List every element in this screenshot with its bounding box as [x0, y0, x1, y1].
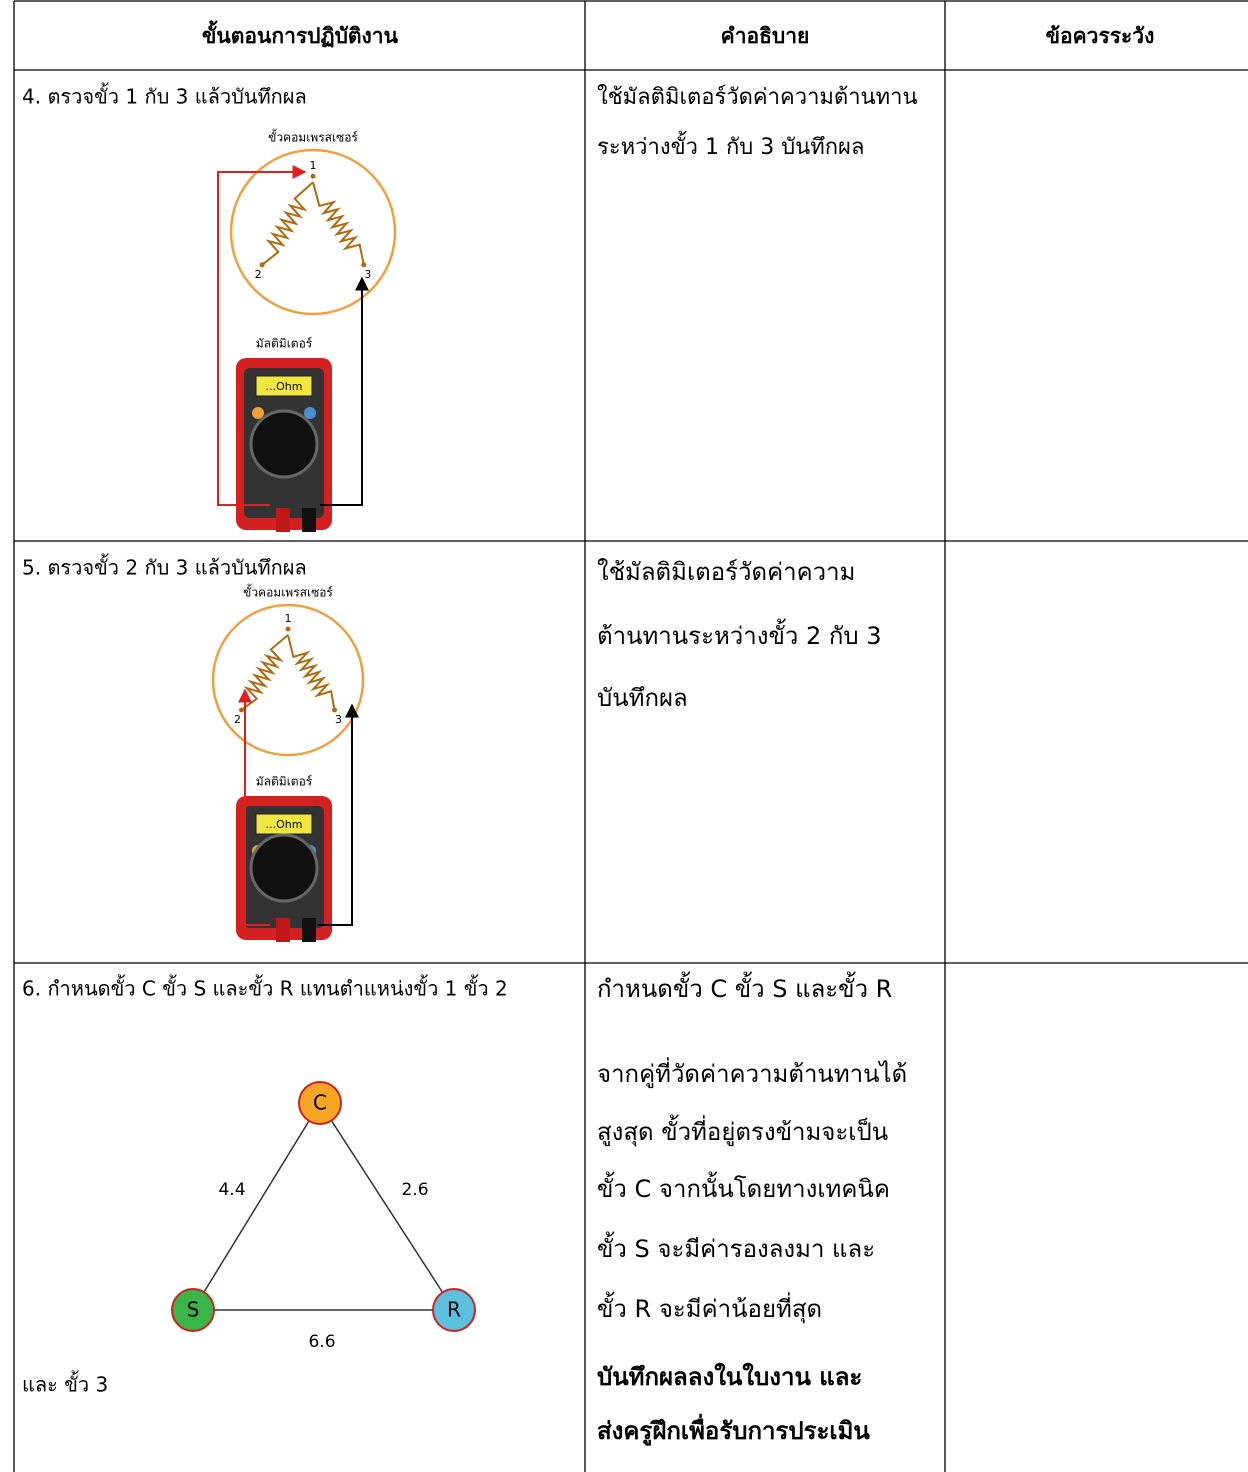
header-cell: ขั้นตอนการปฏิบัติงาน: [202, 20, 399, 48]
terminal-label: 2: [234, 713, 241, 726]
black-lead: [318, 703, 359, 926]
terminal-dot: [310, 173, 316, 179]
description-line: สูงสุด ขั้วที่อยู่ตรงข้ามจะเป็น: [597, 1114, 888, 1147]
description-line: ขั้ว C จากนั้นโดยทางเทคนิค: [597, 1171, 890, 1203]
terminal-node-label: C: [313, 1091, 327, 1115]
coil: [240, 634, 289, 711]
multimeter-screen: [255, 375, 313, 397]
coil: [287, 634, 336, 711]
triangle-edge: [319, 1102, 455, 1311]
multimeter-button: [252, 407, 264, 419]
step-text: และ ขั้ว 3: [22, 1371, 108, 1397]
terminal-label: 2: [255, 268, 262, 281]
probe-jack: [302, 508, 316, 532]
probe-jack: [302, 918, 316, 942]
meter-label: มัลติมิเตอร์: [256, 775, 313, 789]
description-line: กำหนดขั้ว C ขั้ว S และขั้ว R: [597, 971, 892, 1003]
description-line: ต้านทานระหว่างขั้ว 2 กับ 3: [597, 618, 882, 650]
terminal-dot: [332, 707, 337, 713]
terminal-label: 1: [285, 612, 292, 625]
terminal-dot: [259, 262, 265, 268]
terminal-dot: [361, 262, 367, 268]
terminal-node: [432, 1288, 476, 1332]
header-cell: ข้อควรระวัง: [1046, 24, 1155, 48]
multimeter-dial: [249, 833, 319, 903]
resistance-label: 6.6: [308, 1332, 335, 1352]
terminal-dot: [239, 707, 244, 713]
black-lead: [320, 276, 369, 506]
figure-caption: ขั้วคอมเพรสเซอร์: [243, 584, 333, 600]
description-line: ระหว่างขั้ว 1 กับ 3 บันทึกผล: [597, 131, 864, 160]
terminal-label: 1: [310, 159, 317, 172]
terminal-node: [298, 1081, 342, 1125]
table-rules: [13, 0, 1248, 1472]
terminal-node-label: S: [187, 1298, 200, 1322]
terminal-label: 3: [364, 268, 371, 281]
multimeter-button: [304, 407, 316, 419]
description-line: ขั้ว S จะมีค่ารองลงมา และ: [597, 1231, 875, 1263]
terminal-node: [171, 1288, 215, 1332]
description-line: จากคู่ที่วัดค่าความต้านทานได้: [597, 1057, 907, 1089]
terminal-label: 3: [335, 713, 342, 726]
description-line: ส่งครูฝึกเพื่อรับการประเมิน: [597, 1413, 870, 1446]
resistance-label: 2.6: [401, 1180, 428, 1200]
step-text: 4. ตรวจขั้ว 1 กับ 3 แล้วบันทึกผล: [22, 83, 307, 109]
multimeter-dial: [249, 409, 319, 479]
terminal-node-label: R: [447, 1298, 461, 1322]
description-line: ใช้มัลติมิเตอร์วัดค่าความ: [597, 558, 855, 586]
meter-display: ...Ohm: [266, 818, 303, 831]
triangle-edge: [192, 1102, 321, 1311]
figure-caption: ขั้วคอมเพรสเซอร์: [268, 129, 358, 145]
meter-label: มัลติมิเตอร์: [256, 337, 313, 351]
description-line: ใช้มัลติมิเตอร์วัดค่าความต้านทาน: [597, 84, 918, 110]
red-lead: [238, 688, 270, 926]
step-text: 6. กำหนดขั้ว C ขั้ว S และขั้ว R แทนตำแหน…: [22, 975, 508, 1001]
red-lead: [217, 165, 307, 506]
description-line: บันทึกผลลงในใบงาน และ: [597, 1362, 862, 1391]
probe-jack: [276, 508, 290, 532]
compressor-outline: [211, 603, 365, 757]
meter-display: ...Ohm: [266, 380, 303, 393]
description-line: บันทึกผล: [597, 684, 688, 712]
probe-jack: [276, 918, 290, 942]
coil: [261, 181, 314, 266]
coil: [312, 181, 365, 266]
description-line: ขั้ว R จะมีค่าน้อยที่สุด: [597, 1291, 822, 1324]
compressor-outline: [229, 148, 397, 316]
resistance-label: 4.4: [218, 1180, 245, 1200]
header-cell: คำอธิบาย: [721, 24, 810, 48]
step-text: 5. ตรวจขั้ว 2 กับ 3 แล้วบันทึกผล: [22, 554, 307, 580]
terminal-dot: [285, 626, 291, 632]
